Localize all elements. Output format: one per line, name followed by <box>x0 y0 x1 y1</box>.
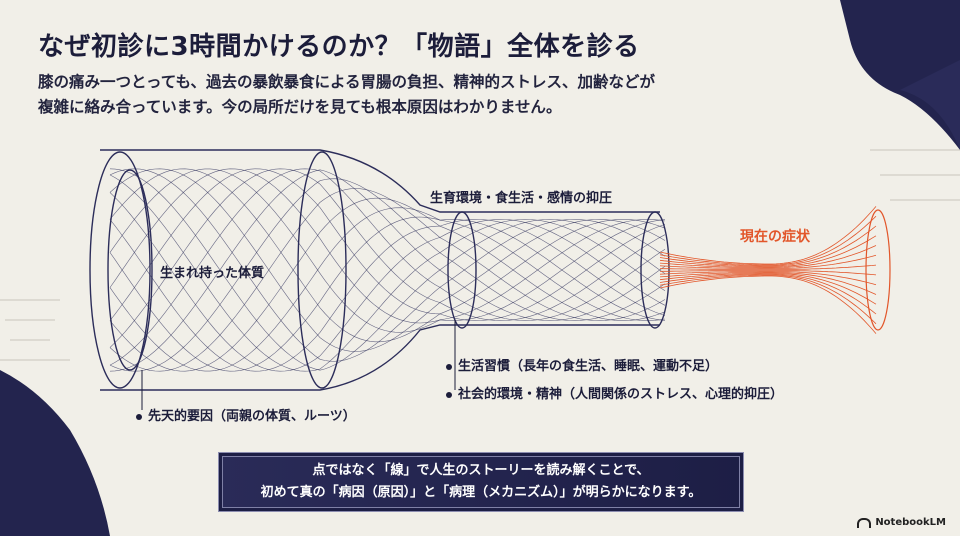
symptom-strand <box>659 206 877 265</box>
symptom-strand <box>659 273 877 315</box>
strand-line <box>109 168 666 352</box>
ellipse-stage2 <box>297 151 347 389</box>
symptom-strand <box>659 225 877 267</box>
strand-line <box>109 219 666 372</box>
symptom-strand <box>659 270 877 276</box>
notebooklm-logo: NotebookLM <box>857 517 946 528</box>
callout-line-1: 点ではなく「線」で人生のストーリーを読み解くことで、 <box>312 463 650 478</box>
symptom-funnel <box>659 206 891 334</box>
strand-line <box>109 192 666 372</box>
corner-pattern-top-right <box>840 0 960 150</box>
strand-line <box>109 188 666 372</box>
symptom-strand <box>659 264 877 270</box>
subtitle-line-2: 複雑に絡み合っています。今の局所だけを見ても根本原因はわかりません。 <box>38 98 562 116</box>
symptom-strand <box>659 275 877 334</box>
bullet-congenital: 先天的要因（両親の体質、ルーツ） <box>136 405 356 424</box>
symptom-strand <box>659 274 877 325</box>
stage1-label: 生まれ持った体質 <box>160 266 265 281</box>
strand-line <box>109 168 666 333</box>
tube-top-outline <box>100 149 660 213</box>
flow-tube-diagram <box>89 149 670 391</box>
bullet-social: 社会的環境・精神（人間関係のストレス、心理的抑圧） <box>446 383 783 402</box>
symptom-strand <box>659 215 877 266</box>
corner-pattern-bottom-left <box>0 370 110 536</box>
strand-line <box>109 169 666 372</box>
symptom-strand <box>659 254 877 269</box>
callout-box: 点ではなく「線」で人生のストーリーを読み解くことで、 初めて真の「病因（原因）」… <box>218 452 744 512</box>
pagoda-sketch <box>0 149 960 361</box>
strand-line <box>109 216 666 372</box>
ellipse-symptom <box>865 209 891 331</box>
symptom-strand <box>659 271 877 295</box>
strand-line <box>109 207 666 372</box>
strand-line <box>109 168 666 371</box>
strand-line <box>109 168 666 324</box>
strand-line <box>109 168 666 366</box>
symptom-strand <box>659 271 877 286</box>
strand-line <box>109 168 666 321</box>
tube-bottom-outline <box>100 324 660 391</box>
stage3-label: 現在の症状 <box>740 229 810 245</box>
bullet-lifestyle: 生活習慣（長年の食生活、睡眠、運動不足） <box>446 355 718 374</box>
strand-line <box>109 197 666 372</box>
strand-line <box>109 174 666 372</box>
stage2-label: 生育環境・食生活・感情の抑圧 <box>430 191 613 206</box>
ellipse-stage3 <box>447 211 477 329</box>
notebooklm-logo-icon <box>857 517 872 528</box>
symptom-strand <box>659 245 877 269</box>
leader-lines <box>141 320 456 410</box>
strand-line <box>109 168 666 343</box>
symptom-strand <box>659 272 877 305</box>
page-title: なぜ初診に3時間かけるのか？「物語」全体を診る <box>38 32 640 62</box>
subtitle-line-1: 膝の痛み一つとっても、過去の暴飲暴食による胃腸の負担、精神的ストレス、加齢などが <box>38 73 656 91</box>
strand-line <box>109 168 666 348</box>
symptom-strand <box>659 235 877 268</box>
ellipse-stage1 <box>89 151 151 389</box>
strand-line <box>109 178 666 372</box>
strand-line <box>109 168 666 362</box>
logo-text: NotebookLM <box>875 517 946 528</box>
callout-line-2: 初めて真の「病因（原因）」と「病理（メカニズム）」が明らかになります。 <box>260 485 702 500</box>
